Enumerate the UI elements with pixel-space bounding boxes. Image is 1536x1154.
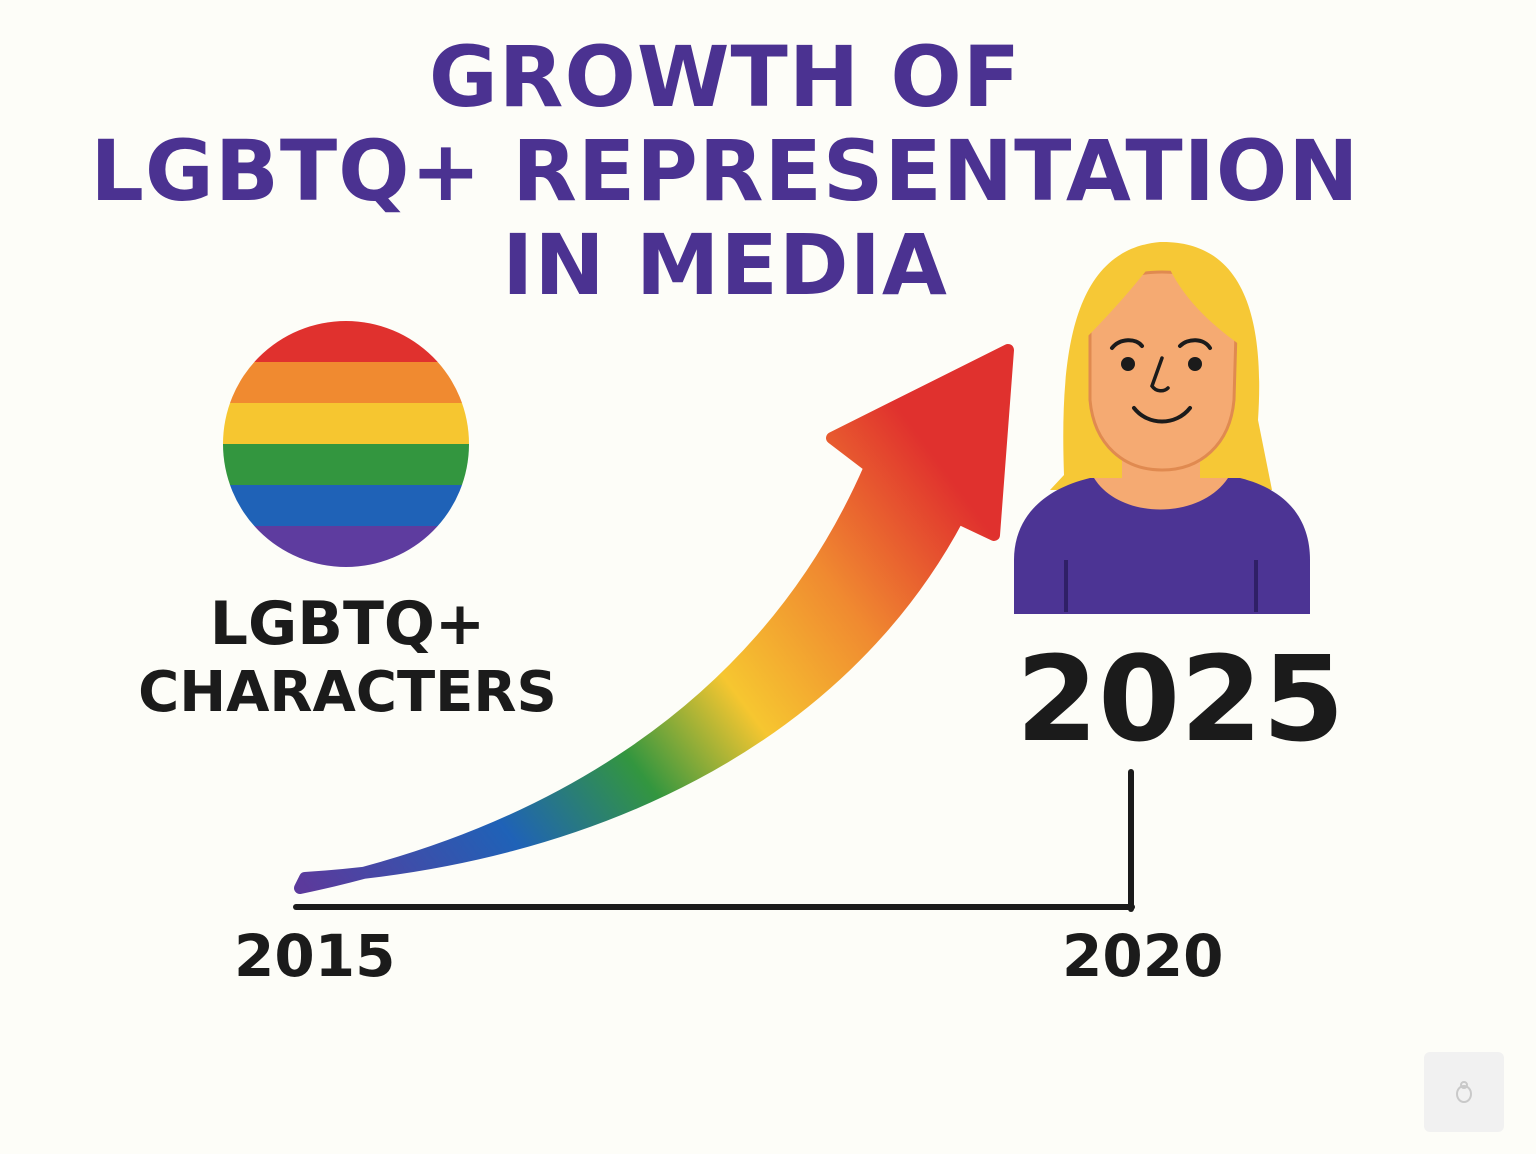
title-line-3: IN MEDIA [502, 216, 948, 314]
pride-flag-circle-icon [223, 321, 469, 567]
label-line-2: CHARACTERS [138, 660, 557, 725]
page-title: GROWTH OF LGBTQ+ REPRESENTATION IN MEDIA [0, 30, 1450, 312]
timeline-axis [293, 769, 1135, 912]
year-start-label: 2015 [234, 922, 396, 990]
year-middle-label: 2020 [1062, 922, 1224, 990]
label-line-1: LGBTQ+ [209, 589, 486, 659]
stripe-yellow [223, 403, 469, 444]
stripe-orange [223, 362, 469, 403]
title-line-2: LGBTQ+ REPRESENTATION [90, 122, 1360, 220]
title-line-1: GROWTH OF [428, 28, 1022, 126]
watermark-icon [1424, 1052, 1504, 1132]
year-end-label: 2025 [1016, 630, 1345, 768]
person-avatar-icon [1014, 241, 1310, 614]
lgbtq-characters-label: LGBTQ+ CHARACTERS [120, 588, 575, 726]
watermark-glyph-icon [1456, 1081, 1472, 1103]
rainbow-growth-arrow-icon [294, 344, 1014, 894]
stripe-blue [223, 485, 469, 526]
stripe-green [223, 444, 469, 485]
